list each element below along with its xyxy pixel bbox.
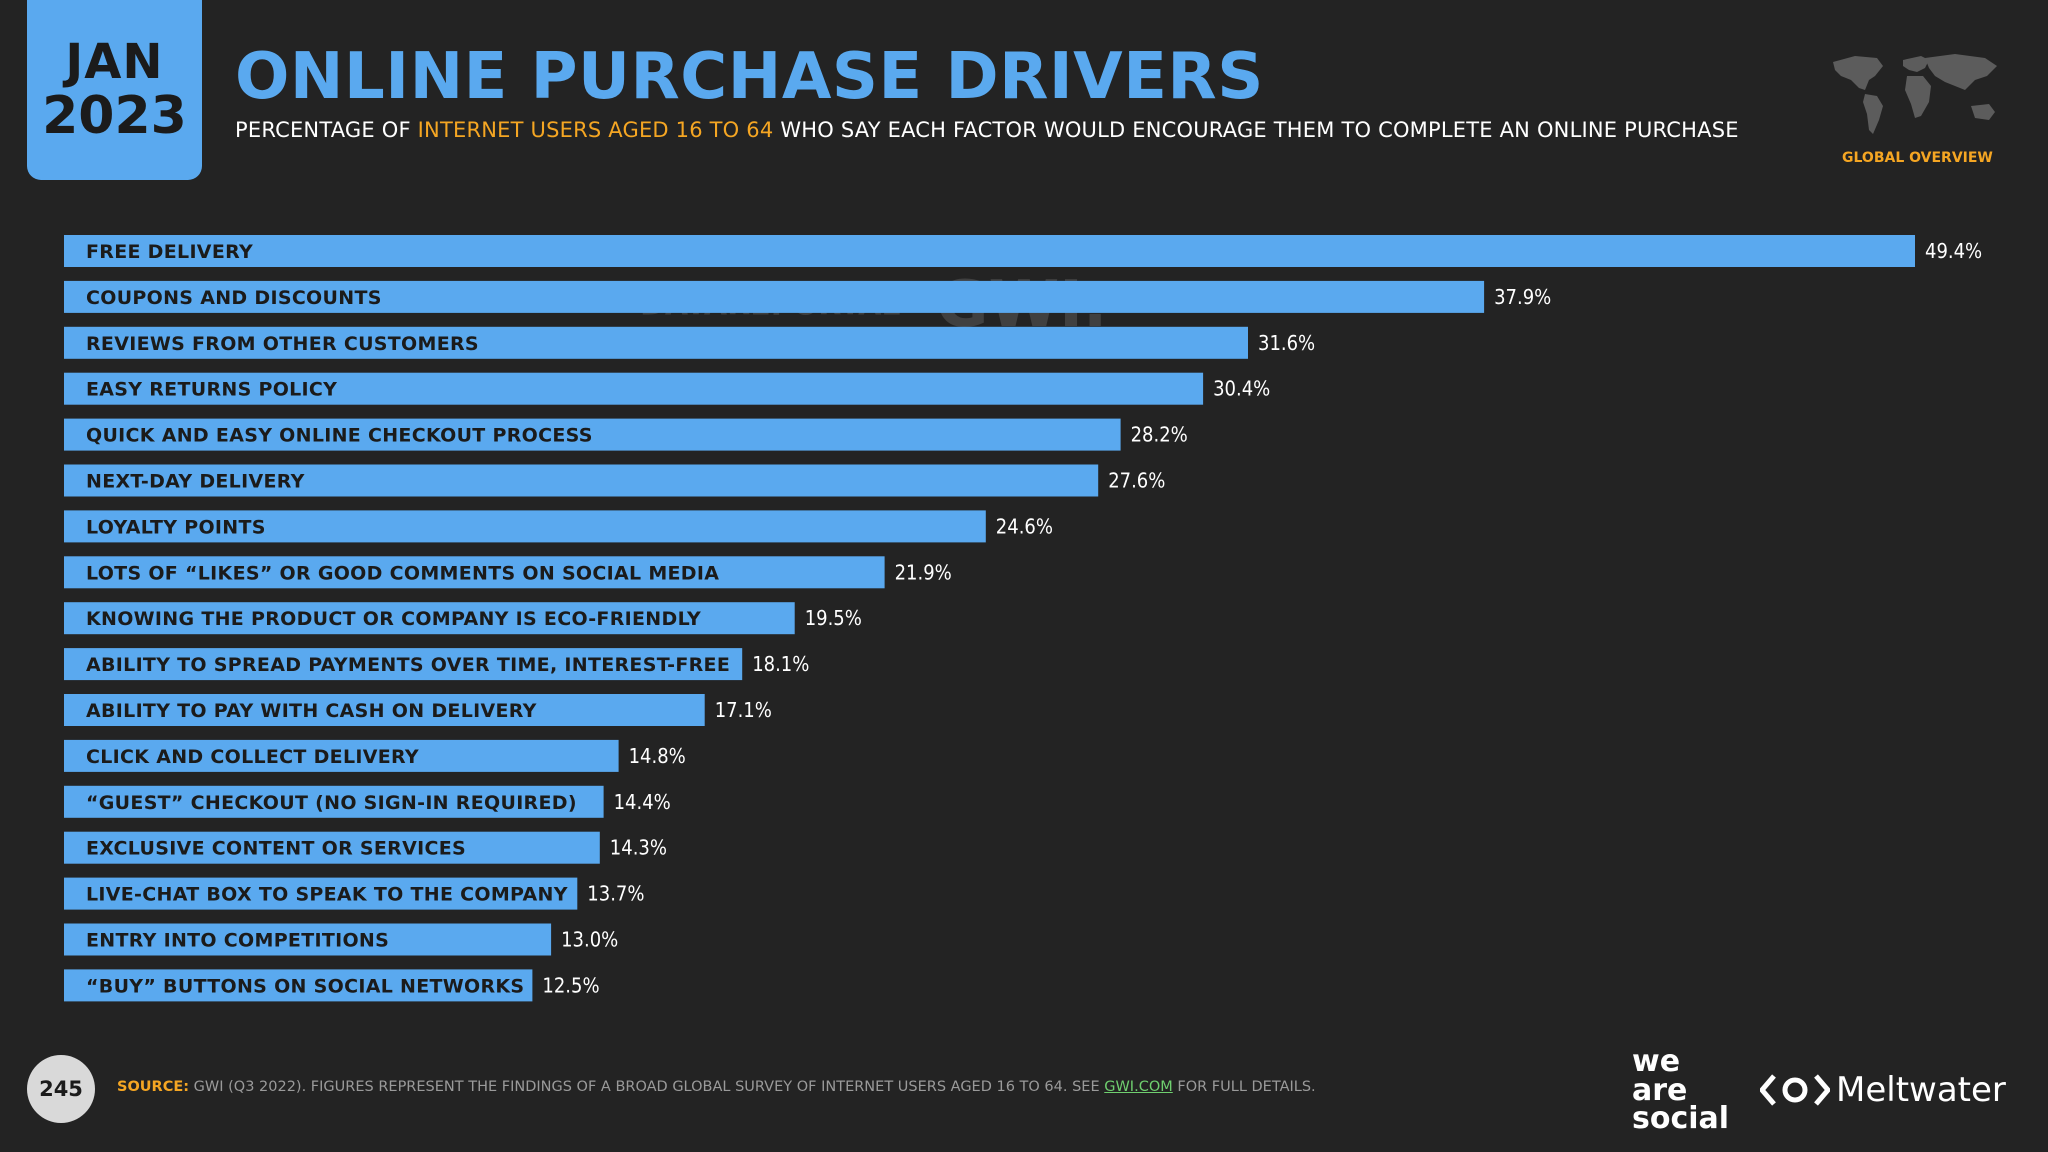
bar-category-label: ABILITY TO SPREAD PAYMENTS OVER TIME, IN… (86, 654, 730, 676)
bar-category-label: ENTRY INTO COMPETITIONS (86, 930, 389, 952)
page-number-badge: 245 (27, 1055, 95, 1123)
bar-category-label: CLICK AND COLLECT DELIVERY (86, 746, 419, 768)
subtitle-highlight: INTERNET USERS AGED 16 TO 64 (417, 118, 774, 142)
bar (64, 648, 743, 681)
bar-category-label: ABILITY TO PAY WITH CASH ON DELIVERY (86, 700, 537, 722)
bar-category-label: NEXT-DAY DELIVERY (86, 471, 305, 493)
bar-category-label: “BUY” BUTTONS ON SOCIAL NETWORKS (86, 975, 524, 997)
bar-value-label: 49.4% (1925, 239, 1982, 263)
meltwater-wordmark: Meltwater (1836, 1070, 2006, 1110)
bar (64, 510, 986, 543)
bar (64, 739, 619, 772)
bar-value-label: 18.1% (752, 652, 809, 676)
we-are-social-logo: we are social (1632, 1044, 1742, 1136)
bar-value-label: 37.9% (1494, 285, 1551, 309)
bar (64, 418, 1121, 451)
bar-value-label: 27.6% (1108, 469, 1165, 493)
bar-value-label: 17.1% (715, 698, 772, 722)
world-map-block (1820, 50, 2000, 170)
source-note: SOURCE: GWI (Q3 2022). FIGURES REPRESENT… (117, 1079, 1316, 1095)
source-label: SOURCE: (117, 1079, 190, 1095)
bar (64, 556, 885, 589)
bar (64, 464, 1099, 497)
logo-line-3: social (1632, 1101, 1730, 1136)
bar (64, 877, 578, 910)
bar (64, 280, 1485, 313)
bar-value-label: 13.0% (561, 928, 618, 952)
bar-chart: FREE DELIVERY 49.4% COUPONS AND DISCOUNTS 3… (64, 235, 1982, 1002)
bar-value-label: 14.8% (629, 744, 686, 768)
bar-value-label: 30.4% (1213, 377, 1270, 401)
bar (64, 326, 1248, 359)
bar (64, 831, 600, 864)
bar-category-label: KNOWING THE PRODUCT OR COMPANY IS ECO-FR… (86, 608, 701, 630)
bar-category-label: LOTS OF “LIKES” OR GOOD COMMENTS ON SOCI… (86, 562, 719, 584)
date-year: 2023 (42, 86, 187, 146)
bar (64, 694, 705, 726)
source-text: GWI (Q3 2022). FIGURES REPRESENT THE FIN… (193, 1079, 1100, 1095)
logo-line-2: are (1632, 1072, 1688, 1108)
bar (64, 969, 533, 1002)
subtitle-post: WHO SAY EACH FACTOR WOULD ENCOURAGE THEM… (780, 118, 1739, 142)
bar-value-label: 21.9% (895, 560, 952, 584)
bar-category-label: QUICK AND EASY ONLINE CHECKOUT PROCESS (86, 425, 593, 447)
bar-category-label: EXCLUSIVE CONTENT OR SERVICES (86, 838, 466, 860)
bar-value-label: 14.4% (614, 790, 671, 814)
bar-value-label: 12.5% (542, 973, 599, 997)
bar-value-label: 14.3% (610, 836, 667, 860)
logo-line-1: we (1632, 1044, 1681, 1079)
bar-value-label: 31.6% (1258, 331, 1315, 355)
bar-category-label: FREE DELIVERY (86, 241, 253, 263)
subtitle: PERCENTAGE OF INTERNET USERS AGED 16 TO … (235, 118, 1739, 142)
region-label: GLOBAL OVERVIEW (1842, 150, 1993, 166)
date-month: JAN (65, 34, 164, 90)
meltwater-logo-icon (1760, 1074, 1830, 1106)
bar-category-label: “GUEST” CHECKOUT (NO SIGN-IN REQUIRED) (86, 792, 577, 814)
bar-category-label: REVIEWS FROM OTHER CUSTOMERS (86, 333, 479, 355)
source-link[interactable]: GWI.COM (1104, 1079, 1173, 1095)
bar (64, 785, 604, 818)
bar-category-label: LIVE-CHAT BOX TO SPEAK TO THE COMPANY (86, 884, 568, 906)
bar (64, 602, 795, 635)
bar-value-label: 19.5% (805, 606, 862, 630)
bar-category-label: LOYALTY POINTS (86, 516, 266, 538)
bar-value-label: 24.6% (996, 514, 1053, 538)
bar-category-label: EASY RETURNS POLICY (86, 379, 337, 401)
source-tail: FOR FULL DETAILS. (1177, 1079, 1316, 1095)
subtitle-pre: PERCENTAGE OF (235, 118, 411, 142)
world-map-icon (1833, 54, 1997, 134)
meltwater-logo: Meltwater (1760, 1068, 2006, 1112)
bar-category-label: COUPONS AND DISCOUNTS (86, 287, 382, 309)
bar (64, 923, 552, 956)
bar (64, 372, 1204, 405)
date-tab: JAN 2023 (27, 0, 202, 180)
bar-value-label: 28.2% (1131, 423, 1188, 447)
bar (64, 235, 1915, 267)
page-title: ONLINE PURCHASE DRIVERS (235, 40, 1264, 114)
bar-value-label: 13.7% (587, 882, 644, 906)
